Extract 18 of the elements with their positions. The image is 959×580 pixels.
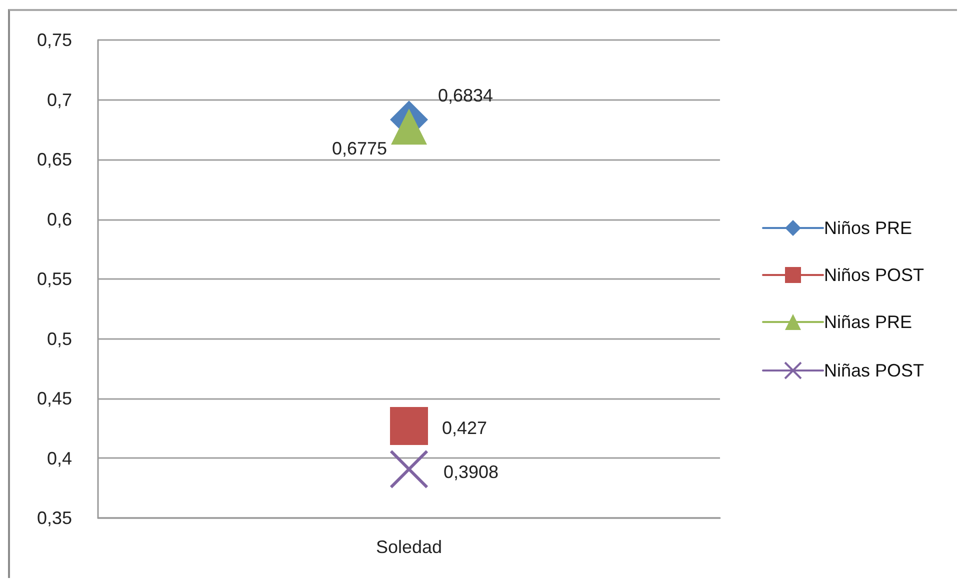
legend-label: Niñas PRE [824,312,912,332]
legend-label: Niños POST [824,265,924,285]
y-tick-label: 0,45 [36,388,72,408]
y-tick-label: 0,55 [36,269,72,289]
y-tick-label: 0,35 [36,508,72,528]
x-tick-label: Soledad [376,537,442,557]
y-tick-label: 0,4 [46,448,72,468]
data-label: 0,6775 [332,138,387,159]
data-label: 0,3908 [444,462,499,482]
y-tick-label: 0,6 [46,209,72,230]
y-tick-label: 0,65 [36,150,72,170]
legend-label: Niñas POST [824,360,924,380]
data-label: 0,427 [442,418,488,438]
legend-label: Niños PRE [824,218,912,238]
y-tick-label: 0,75 [36,30,72,50]
y-tick-label: 0,5 [46,328,72,349]
data-label: 0,6834 [438,86,494,106]
y-tick-label: 0,7 [46,90,72,110]
